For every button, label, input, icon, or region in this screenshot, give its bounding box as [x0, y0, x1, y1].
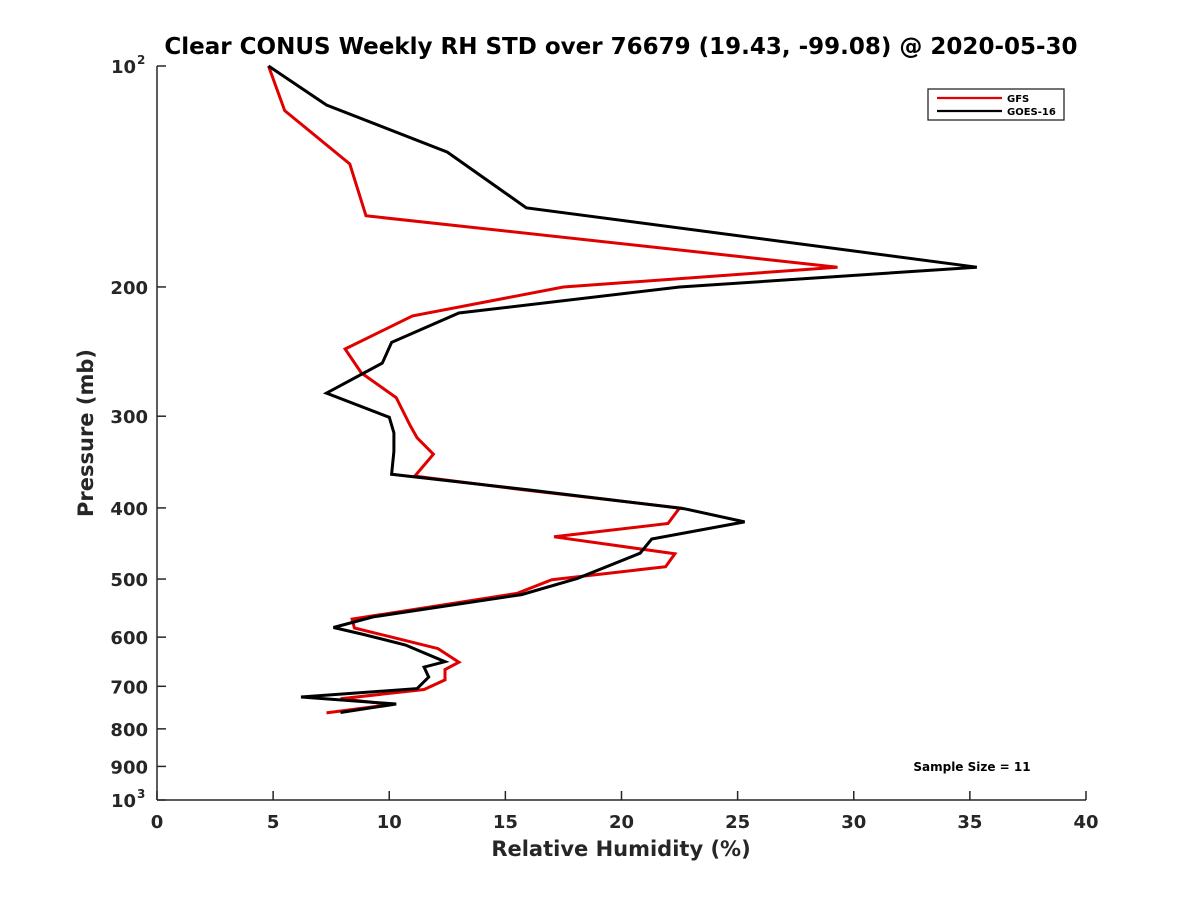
y-axis-label: Pressure (mb) [74, 349, 98, 517]
y-tick-label-base: 200 [110, 278, 148, 299]
x-tick-label: 5 [267, 812, 280, 833]
x-tick-label: 30 [841, 812, 866, 833]
y-tick-label-base: 600 [110, 628, 148, 649]
y-tick-label-base: 10 [111, 57, 136, 78]
y-tick-label: 10 [111, 791, 136, 812]
x-tick-label: 35 [957, 812, 982, 833]
y-tick-label: 600 [110, 628, 148, 649]
x-tick-label: 10 [377, 812, 402, 833]
y-tick-label-base: 700 [110, 677, 148, 698]
y-tick-label: 300 [110, 407, 148, 428]
x-tick-label: 0 [151, 812, 164, 833]
series-lines [267, 64, 977, 715]
legend-box [927, 88, 1065, 121]
y-tick-label-base: 800 [110, 720, 148, 741]
y-tick-label: 10 [111, 57, 136, 78]
chart-title: Clear CONUS Weekly RH STD over 76679 (19… [164, 34, 1077, 60]
y-tick-label-base: 900 [110, 757, 148, 778]
x-tick-label: 20 [609, 812, 634, 833]
y-tick-label-exponent: 2 [137, 53, 145, 67]
x-tick-label: 40 [1073, 812, 1098, 833]
y-tick-label: 900 [110, 757, 148, 778]
legend-label-goes16: GOES-16 [1007, 107, 1056, 118]
y-tick-label: 500 [110, 570, 148, 591]
legend: GFS GOES-16 [927, 88, 1065, 121]
sample-size-annotation: Sample Size = 11 [913, 760, 1030, 774]
y-tick-label: 700 [110, 677, 148, 698]
y-tick-label: 400 [110, 499, 148, 520]
legend-label-gfs: GFS [1007, 94, 1029, 105]
y-tick-label-base: 300 [110, 407, 148, 428]
y-tick-label-base: 500 [110, 570, 148, 591]
x-tick-label: 15 [493, 812, 518, 833]
x-ticks: 0 5 10 15 20 25 30 35 40 [151, 791, 1099, 833]
y-tick-label: 800 [110, 720, 148, 741]
x-axis-label: Relative Humidity (%) [491, 837, 750, 861]
x-tick-label: 25 [725, 812, 750, 833]
axes [156, 66, 1086, 801]
y-tick-label-base: 10 [111, 791, 136, 812]
series-line-gfs [267, 65, 838, 715]
series-line-goes16 [267, 64, 977, 714]
y-tick-label-base: 400 [110, 499, 148, 520]
y-tick-label-exponent: 3 [137, 787, 145, 801]
y-tick-label: 200 [110, 278, 148, 299]
